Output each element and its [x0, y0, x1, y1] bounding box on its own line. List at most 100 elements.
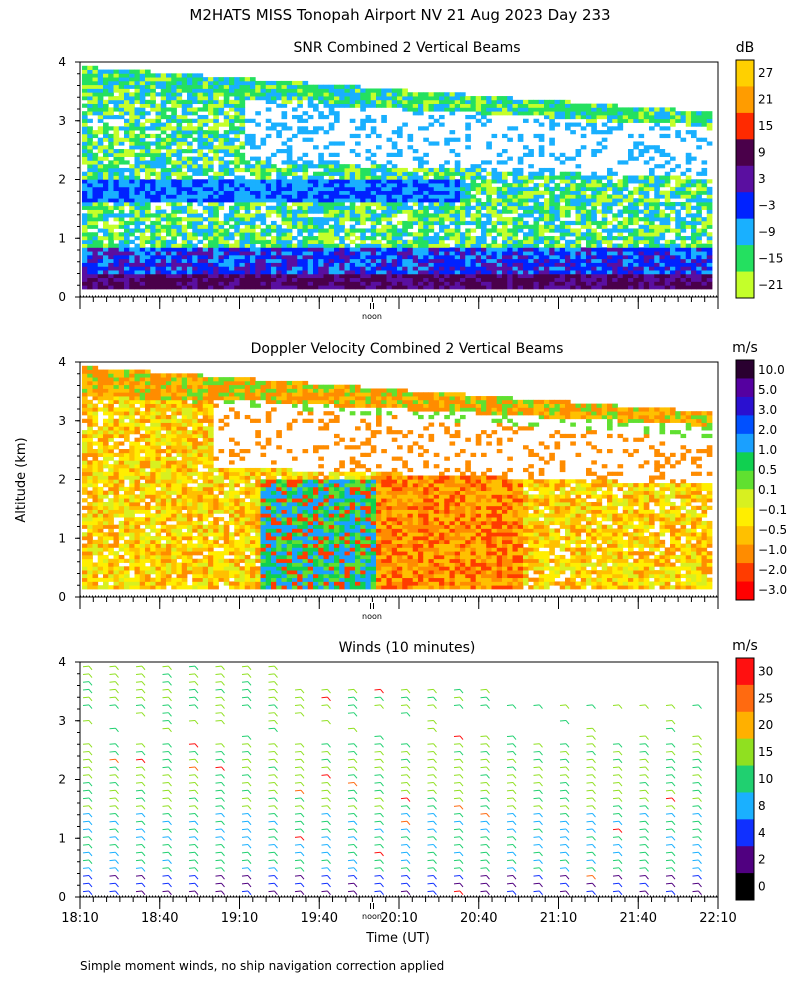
- heatmap-cell: [108, 266, 114, 271]
- heatmap-cell: [187, 236, 193, 241]
- heatmap-cell: [166, 122, 172, 127]
- heatmap-cell: [617, 266, 624, 271]
- heatmap-cell: [381, 273, 387, 279]
- heatmap-cell: [181, 266, 188, 271]
- heatmap-cell: [607, 247, 613, 252]
- heatmap-cell: [481, 114, 487, 120]
- heatmap-cell: [97, 92, 104, 97]
- heatmap-cell: [213, 183, 219, 188]
- heatmap-cell: [150, 179, 156, 184]
- heatmap-cell: [428, 171, 435, 176]
- heatmap-cell: [538, 270, 545, 275]
- heatmap-cell: [628, 236, 634, 241]
- heatmap-cell: [565, 232, 571, 237]
- heatmap-cell: [87, 186, 93, 192]
- heatmap-cell: [265, 92, 272, 97]
- heatmap-cell: [202, 77, 209, 82]
- heatmap-cell: [150, 160, 156, 165]
- heatmap-cell: [549, 220, 555, 226]
- heatmap-cell: [313, 186, 319, 192]
- heatmap-cell: [381, 270, 387, 275]
- heatmap-cell: [234, 224, 240, 229]
- heatmap-cell: [376, 186, 382, 192]
- heatmap-cell: [460, 175, 466, 180]
- heatmap-cell: [255, 171, 261, 176]
- heatmap-cell: [360, 205, 366, 210]
- heatmap-cell: [691, 220, 697, 226]
- heatmap-cell: [607, 183, 613, 188]
- heatmap-cell: [166, 80, 172, 86]
- heatmap-cell: [176, 130, 183, 135]
- heatmap-cell: [633, 247, 639, 252]
- heatmap-cell: [696, 145, 702, 150]
- heatmap-cell: [339, 194, 345, 199]
- heatmap-cell: [129, 137, 135, 142]
- heatmap-cell: [423, 183, 429, 188]
- heatmap-cell: [544, 239, 550, 244]
- heatmap-cell: [349, 270, 356, 275]
- heatmap-cell: [318, 126, 324, 131]
- heatmap-cell: [691, 262, 697, 267]
- heatmap-cell: [155, 220, 162, 226]
- heatmap-cell: [276, 103, 282, 108]
- heatmap-cell: [685, 220, 692, 226]
- heatmap-cell: [428, 217, 435, 222]
- heatmap-cell: [433, 281, 440, 286]
- heatmap-cell: [439, 209, 445, 214]
- heatmap-cell: [129, 111, 135, 116]
- heatmap-cell: [87, 209, 93, 214]
- heatmap-cell: [260, 84, 267, 89]
- heatmap-cell: [664, 114, 671, 120]
- heatmap-cell: [281, 258, 288, 263]
- heatmap-cell: [580, 213, 587, 218]
- heatmap-cell: [281, 243, 288, 248]
- heatmap-cell: [139, 194, 146, 199]
- heatmap-cell: [318, 258, 324, 263]
- heatmap-cell: [617, 228, 624, 233]
- heatmap-cell: [250, 80, 256, 86]
- heatmap-cell: [397, 247, 403, 252]
- heatmap-cell: [355, 175, 361, 180]
- heatmap-cell: [297, 130, 303, 135]
- heatmap-cell: [134, 107, 141, 112]
- heatmap-cell: [108, 236, 114, 241]
- heatmap-cell: [502, 183, 508, 188]
- heatmap-cell: [276, 247, 282, 252]
- heatmap-cell: [507, 277, 513, 282]
- heatmap-cell: [302, 179, 309, 184]
- heatmap-cell: [386, 228, 393, 233]
- heatmap-cell: [250, 96, 256, 101]
- heatmap-cell: [187, 111, 193, 116]
- heatmap-cell: [129, 103, 135, 108]
- heatmap-cell: [617, 277, 624, 282]
- heatmap-cell: [292, 160, 298, 165]
- heatmap-cell: [260, 251, 267, 256]
- heatmap-cell: [192, 236, 198, 241]
- heatmap-cell: [318, 114, 324, 120]
- heatmap-cell: [103, 213, 109, 218]
- heatmap-cell: [82, 232, 88, 237]
- heatmap-cell: [103, 69, 109, 74]
- heatmap-cell: [192, 160, 198, 165]
- heatmap-cell: [549, 186, 555, 192]
- heatmap-cell: [134, 179, 141, 184]
- heatmap-cell: [87, 190, 93, 195]
- heatmap-cell: [328, 224, 335, 229]
- heatmap-cell: [617, 209, 624, 214]
- heatmap-cell: [407, 232, 414, 237]
- heatmap-cell: [412, 217, 419, 222]
- heatmap-cell: [187, 126, 193, 131]
- heatmap-cell: [160, 160, 167, 165]
- heatmap-cell: [554, 114, 561, 120]
- heatmap-cell: [538, 209, 545, 214]
- heatmap-cell: [675, 194, 681, 199]
- heatmap-cell: [292, 247, 298, 252]
- heatmap-cell: [323, 186, 330, 192]
- heatmap-cell: [365, 236, 372, 241]
- heatmap-cell: [82, 581, 88, 586]
- heatmap-cell: [134, 175, 141, 180]
- heatmap-cell: [491, 133, 498, 139]
- heatmap-cell: [486, 220, 492, 226]
- heatmap-cell: [108, 77, 114, 82]
- heatmap-cell: [113, 141, 120, 146]
